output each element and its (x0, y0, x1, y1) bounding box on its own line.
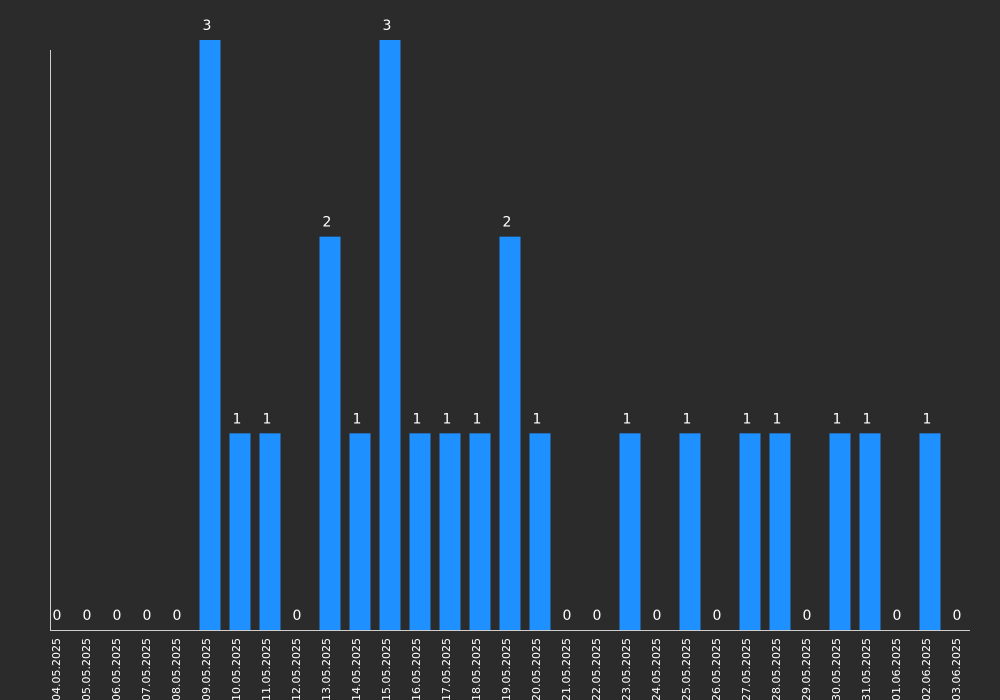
data-label-09.05.2025: 3 (203, 18, 212, 34)
data-label-06.05.2025: 0 (113, 608, 122, 624)
x-tick-label-19.05.2025: 19.05.2025 (500, 638, 513, 700)
data-labels-group: 0 0 0 0 0 3 1 1 0 2 1 3 1 1 1 2 1 0 0 1 0 1 0 1 1 0 1 1 0 1 0 (53, 18, 962, 624)
data-label-26.05.2025: 0 (713, 608, 722, 624)
x-tick-label-22.05.2025: 22.05.2025 (590, 638, 603, 700)
x-tick-label-15.05.2025: 15.05.2025 (380, 638, 393, 700)
bar-14.05.2025 (349, 433, 371, 630)
data-label-29.05.2025: 0 (803, 608, 812, 624)
x-tick-label-10.05.2025: 10.05.2025 (230, 638, 243, 700)
x-tick-label-24.05.2025: 24.05.2025 (650, 638, 663, 700)
x-tick-label-08.05.2025: 08.05.2025 (170, 638, 183, 700)
data-label-24.05.2025: 0 (653, 608, 662, 624)
bar-09.05.2025 (199, 39, 221, 631)
x-tick-label-26.05.2025: 26.05.2025 (710, 638, 723, 700)
x-tick-label-16.05.2025: 16.05.2025 (410, 638, 423, 700)
data-label-21.05.2025: 0 (563, 608, 572, 624)
x-tick-label-29.05.2025: 29.05.2025 (800, 638, 813, 700)
bar-27.05.2025 (739, 433, 761, 630)
bar-16.05.2025 (409, 433, 431, 630)
x-tick-label-30.05.2025: 30.05.2025 (830, 638, 843, 700)
bar-28.05.2025 (769, 433, 791, 630)
x-tick-label-21.05.2025: 21.05.2025 (560, 638, 573, 700)
data-label-17.05.2025: 1 (443, 411, 452, 427)
data-label-16.05.2025: 1 (413, 411, 422, 427)
data-label-12.05.2025: 0 (293, 608, 302, 624)
data-label-13.05.2025: 2 (323, 215, 332, 231)
bar-31.05.2025 (859, 433, 881, 630)
data-label-08.05.2025: 0 (173, 608, 182, 624)
x-tick-label-12.05.2025: 12.05.2025 (290, 638, 303, 700)
bar-02.06.2025 (919, 433, 941, 630)
data-label-14.05.2025: 1 (353, 411, 362, 427)
bar-20.05.2025 (529, 433, 551, 630)
data-label-31.05.2025: 1 (863, 411, 872, 427)
x-tick-label-01.06.2025: 01.06.2025 (890, 638, 903, 700)
x-tick-label-09.05.2025: 09.05.2025 (200, 638, 213, 700)
data-label-27.05.2025: 1 (743, 411, 752, 427)
x-tick-label-28.05.2025: 28.05.2025 (770, 638, 783, 700)
data-label-25.05.2025: 1 (683, 411, 692, 427)
bar-25.05.2025 (679, 433, 701, 630)
x-tick-label-02.06.2025: 02.06.2025 (920, 638, 933, 700)
x-tick-label-31.05.2025: 31.05.2025 (860, 638, 873, 700)
data-label-18.05.2025: 1 (473, 411, 482, 427)
bar-30.05.2025 (829, 433, 851, 630)
data-label-23.05.2025: 1 (623, 411, 632, 427)
data-label-01.06.2025: 0 (893, 608, 902, 624)
bar-10.05.2025 (229, 433, 251, 630)
bar-18.05.2025 (469, 433, 491, 630)
x-tick-label-17.05.2025: 17.05.2025 (440, 638, 453, 700)
data-label-05.05.2025: 0 (83, 608, 92, 624)
x-tick-label-18.05.2025: 18.05.2025 (470, 638, 483, 700)
bar-15.05.2025 (379, 39, 401, 631)
data-label-20.05.2025: 1 (533, 411, 542, 427)
data-label-30.05.2025: 1 (833, 411, 842, 427)
bar-19.05.2025 (499, 236, 521, 630)
x-tick-label-04.05.2025: 04.05.2025 (50, 638, 63, 700)
bar-23.05.2025 (619, 433, 641, 630)
x-tick-labels-group: 04.05.2025 05.05.2025 06.05.2025 07.05.2025… (50, 638, 963, 700)
data-label-02.06.2025: 1 (923, 411, 932, 427)
x-tick-label-23.05.2025: 23.05.2025 (620, 638, 633, 700)
bar-13.05.2025 (319, 236, 341, 630)
data-label-10.05.2025: 1 (233, 411, 242, 427)
bars-group (199, 39, 941, 631)
data-label-07.05.2025: 0 (143, 608, 152, 624)
x-tick-label-27.05.2025: 27.05.2025 (740, 638, 753, 700)
x-tick-label-25.05.2025: 25.05.2025 (680, 638, 693, 700)
x-tick-label-14.05.2025: 14.05.2025 (350, 638, 363, 700)
x-tick-label-07.05.2025: 07.05.2025 (140, 638, 153, 700)
x-tick-label-05.05.2025: 05.05.2025 (80, 638, 93, 700)
x-tick-label-06.05.2025: 06.05.2025 (110, 638, 123, 700)
x-tick-label-13.05.2025: 13.05.2025 (320, 638, 333, 700)
x-tick-label-11.05.2025: 11.05.2025 (260, 638, 273, 700)
x-tick-label-03.06.2025: 03.06.2025 (950, 638, 963, 700)
data-label-19.05.2025: 2 (503, 215, 512, 231)
data-label-03.06.2025: 0 (953, 608, 962, 624)
data-label-15.05.2025: 3 (383, 18, 392, 34)
data-label-04.05.2025: 0 (53, 608, 62, 624)
bar-11.05.2025 (259, 433, 281, 630)
bar-17.05.2025 (439, 433, 461, 630)
data-label-11.05.2025: 1 (263, 411, 272, 427)
data-label-28.05.2025: 1 (773, 411, 782, 427)
x-tick-label-20.05.2025: 20.05.2025 (530, 638, 543, 700)
data-label-22.05.2025: 0 (593, 608, 602, 624)
